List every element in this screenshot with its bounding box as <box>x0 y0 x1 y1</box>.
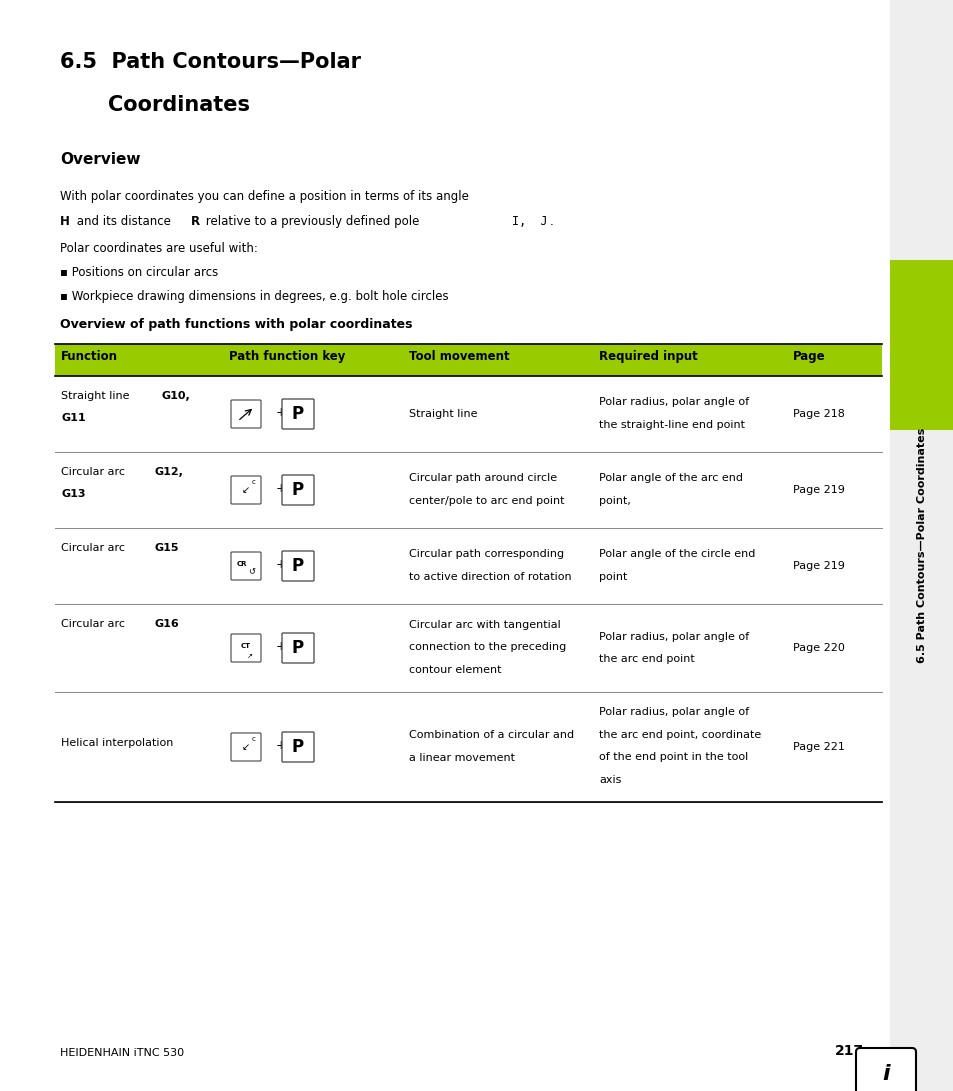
Text: ▪ Positions on circular arcs: ▪ Positions on circular arcs <box>60 266 218 279</box>
Text: Circular path corresponding: Circular path corresponding <box>409 550 563 560</box>
FancyBboxPatch shape <box>282 633 314 663</box>
Text: CT: CT <box>241 643 251 649</box>
Text: of the end point in the tool: of the end point in the tool <box>598 753 747 763</box>
Text: Path function key: Path function key <box>229 350 345 363</box>
Text: contour element: contour element <box>409 666 501 675</box>
Text: H: H <box>60 215 70 228</box>
Text: Polar angle of the circle end: Polar angle of the circle end <box>598 550 755 560</box>
Text: P: P <box>292 639 304 657</box>
FancyBboxPatch shape <box>231 552 261 580</box>
Text: c: c <box>252 479 255 485</box>
Text: 6.5 Path Contours—Polar Coordinates: 6.5 Path Contours—Polar Coordinates <box>916 428 926 663</box>
Text: Page: Page <box>792 350 824 363</box>
Text: the arc end point, coordinate: the arc end point, coordinate <box>598 730 760 740</box>
Text: Page 218: Page 218 <box>792 409 844 419</box>
Text: Circular arc: Circular arc <box>61 467 129 477</box>
Text: and its distance: and its distance <box>73 215 174 228</box>
Text: to active direction of rotation: to active direction of rotation <box>409 572 571 582</box>
FancyBboxPatch shape <box>282 475 314 505</box>
Text: ↗: ↗ <box>247 654 253 659</box>
FancyBboxPatch shape <box>231 476 261 504</box>
Text: Circular arc with tangential: Circular arc with tangential <box>409 620 560 630</box>
Text: Overview of path functions with polar coordinates: Overview of path functions with polar co… <box>60 317 412 331</box>
FancyBboxPatch shape <box>231 733 261 762</box>
Text: Helical interpolation: Helical interpolation <box>61 738 173 748</box>
Text: connection to the preceding: connection to the preceding <box>409 643 566 652</box>
FancyBboxPatch shape <box>282 399 314 429</box>
Text: Required input: Required input <box>598 350 697 363</box>
Text: G16: G16 <box>154 619 179 630</box>
FancyBboxPatch shape <box>855 1048 915 1091</box>
Text: ▪ Workpiece drawing dimensions in degrees, e.g. bolt hole circles: ▪ Workpiece drawing dimensions in degree… <box>60 290 448 303</box>
Text: Polar angle of the arc end: Polar angle of the arc end <box>598 473 742 483</box>
Text: point,: point, <box>598 496 630 506</box>
Text: the arc end point: the arc end point <box>598 654 694 664</box>
Text: i: i <box>882 1064 889 1084</box>
Text: c: c <box>252 736 255 742</box>
Text: ↺: ↺ <box>248 567 255 576</box>
Text: ↙: ↙ <box>242 742 250 752</box>
Text: axis: axis <box>598 775 620 786</box>
Text: 217: 217 <box>834 1044 863 1058</box>
Text: center/pole to arc end point: center/pole to arc end point <box>409 496 564 506</box>
Text: Page 221: Page 221 <box>792 742 844 752</box>
Text: CR: CR <box>236 561 247 567</box>
Text: G15: G15 <box>154 543 179 553</box>
Bar <box>889 260 953 430</box>
Text: Polar coordinates are useful with:: Polar coordinates are useful with: <box>60 242 257 255</box>
Text: +: + <box>275 559 286 572</box>
Text: Overview: Overview <box>60 152 140 167</box>
Text: the straight-line end point: the straight-line end point <box>598 420 744 430</box>
Text: Straight line: Straight line <box>61 391 132 401</box>
Bar <box>55 344 882 376</box>
Text: Coordinates: Coordinates <box>108 95 250 115</box>
Text: a linear movement: a linear movement <box>409 753 515 763</box>
FancyBboxPatch shape <box>282 732 314 762</box>
Text: Tool movement: Tool movement <box>409 350 509 363</box>
Text: With polar coordinates you can define a position in terms of its angle: With polar coordinates you can define a … <box>60 190 468 203</box>
Text: P: P <box>292 738 304 756</box>
Text: G13: G13 <box>61 489 86 499</box>
Text: Page 219: Page 219 <box>792 485 844 495</box>
Text: ↙: ↙ <box>242 485 250 495</box>
Text: Polar radius, polar angle of: Polar radius, polar angle of <box>598 632 748 642</box>
Text: Polar radius, polar angle of: Polar radius, polar angle of <box>598 707 748 718</box>
Text: P: P <box>292 405 304 423</box>
Text: Page 220: Page 220 <box>792 643 844 654</box>
Text: Circular arc: Circular arc <box>61 619 129 630</box>
Text: Combination of a circular and: Combination of a circular and <box>409 731 574 741</box>
FancyBboxPatch shape <box>231 400 261 428</box>
FancyBboxPatch shape <box>231 634 261 662</box>
Text: Straight line: Straight line <box>409 409 477 419</box>
Bar <box>889 0 953 1091</box>
Text: Circular arc: Circular arc <box>61 543 129 553</box>
Text: Circular path around circle: Circular path around circle <box>409 473 557 483</box>
Text: +: + <box>275 740 286 753</box>
Text: 6.5  Path Contours—Polar: 6.5 Path Contours—Polar <box>60 52 360 72</box>
Text: Page 219: Page 219 <box>792 561 844 571</box>
Text: I,  J: I, J <box>512 215 548 228</box>
Text: relative to a previously defined pole: relative to a previously defined pole <box>202 215 423 228</box>
Text: G10,: G10, <box>162 391 191 401</box>
Text: P: P <box>292 558 304 575</box>
Text: point: point <box>598 572 627 582</box>
Text: G12,: G12, <box>154 467 183 477</box>
Text: P: P <box>292 481 304 499</box>
Text: G11: G11 <box>61 413 86 423</box>
Text: +: + <box>275 640 286 654</box>
FancyBboxPatch shape <box>282 551 314 582</box>
Text: R: R <box>191 215 200 228</box>
Text: Polar radius, polar angle of: Polar radius, polar angle of <box>598 397 748 408</box>
Text: Function: Function <box>61 350 118 363</box>
Text: +: + <box>275 482 286 495</box>
Text: .: . <box>549 215 553 228</box>
Text: HEIDENHAIN iTNC 530: HEIDENHAIN iTNC 530 <box>60 1048 184 1058</box>
Text: +: + <box>275 407 286 420</box>
